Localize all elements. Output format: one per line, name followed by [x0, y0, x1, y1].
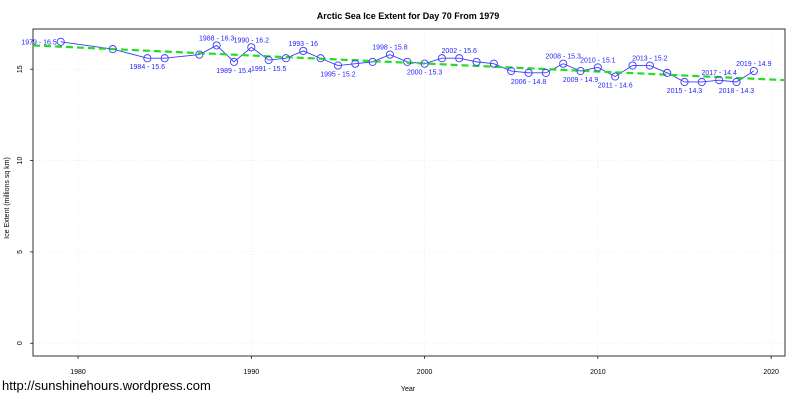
- data-label: 2008 - 15.3: [546, 54, 582, 61]
- x-axis-label: Year: [401, 386, 416, 393]
- data-label: 1979 - 16.5: [21, 39, 57, 46]
- data-point: [247, 43, 256, 52]
- data-point: [489, 59, 498, 68]
- x-tick-label: 2000: [417, 369, 433, 376]
- data-point: [368, 57, 377, 66]
- data-point: [212, 41, 221, 50]
- data-point: [732, 77, 741, 87]
- data-label: 2017 - 14.4: [701, 70, 737, 77]
- data-label: 2006 - 14.8: [511, 79, 547, 86]
- data-label: 2009 - 14.9: [563, 77, 599, 84]
- plot-frame: [32, 28, 786, 357]
- data-point: [576, 66, 585, 76]
- data-point: [299, 46, 308, 55]
- data-label: 2002 - 15.6: [442, 48, 478, 55]
- y-tick-label: 10: [17, 157, 24, 165]
- data-point: [229, 57, 239, 66]
- data-point: [628, 61, 637, 70]
- data-point: [680, 77, 689, 87]
- y-tick-label: 0: [17, 341, 24, 345]
- trend-line: [32, 44, 786, 82]
- data-label: 2015 - 14.3: [667, 88, 703, 95]
- data-point: [472, 57, 481, 66]
- x-tick-label: 2010: [590, 369, 606, 376]
- chart-title: Arctic Sea Ice Extent for Day 70 From 19…: [317, 11, 500, 21]
- data-point: [351, 59, 360, 68]
- data-label: 1989 - 15.4: [216, 68, 252, 75]
- y-tick-label: 5: [17, 250, 24, 254]
- data-point: [749, 66, 758, 76]
- series-group: [32, 37, 786, 87]
- data-point: [264, 56, 273, 65]
- y-axis-label: Ice Extent (millions sq km): [4, 157, 11, 239]
- data-label: 1991 - 15.5: [251, 66, 287, 73]
- y-axis: 0 5 10 15: [17, 65, 33, 345]
- data-point: [593, 63, 602, 72]
- point-labels: 1979 - 16.5 1984 - 15.6 1988 - 16.3 1989 - …: [21, 35, 771, 95]
- data-point: [507, 66, 516, 76]
- data-point: [663, 68, 672, 77]
- data-point: [56, 37, 65, 46]
- data-point: [333, 61, 343, 70]
- data-label: 1993 - 16: [289, 41, 319, 48]
- data-point: [108, 45, 117, 54]
- data-label: 1998 - 15.8: [372, 45, 408, 52]
- data-point: [715, 76, 724, 85]
- data-label: 2011 - 14.6: [598, 82, 633, 89]
- data-label: 1984 - 15.6: [130, 64, 166, 71]
- data-point: [143, 54, 152, 63]
- data-label: 2019 - 14.9: [736, 61, 772, 68]
- data-point: [611, 72, 620, 81]
- data-point: [697, 77, 706, 87]
- data-label: 1990 - 16.2: [234, 37, 270, 44]
- data-point: [195, 50, 204, 59]
- x-tick-label: 2020: [763, 369, 779, 376]
- series-line: [60, 41, 755, 83]
- data-point: [281, 54, 291, 63]
- x-axis: 1980 1990 2000 2010 2020: [70, 356, 779, 376]
- data-point: [160, 54, 169, 63]
- data-label: 2013 - 15.2: [632, 56, 668, 63]
- data-point: [437, 54, 446, 63]
- data-label: 1988 - 16.3: [199, 35, 235, 42]
- data-point: [385, 50, 394, 59]
- data-label: 2000 - 15.3: [407, 70, 443, 77]
- data-label: 2010 - 15.1: [580, 57, 616, 64]
- watermark-url: http://sunshinehours.wordpress.com: [2, 378, 211, 393]
- data-point: [541, 68, 550, 77]
- data-point: [559, 59, 568, 68]
- data-point: [403, 57, 412, 66]
- x-tick-label: 1980: [70, 369, 86, 376]
- data-point: [645, 61, 654, 70]
- data-point: [420, 59, 429, 68]
- data-point: [524, 68, 533, 77]
- data-label: 1995 - 15.2: [320, 72, 356, 79]
- grid-lines: [33, 29, 785, 356]
- y-tick-label: 15: [17, 65, 24, 73]
- data-point: [316, 54, 325, 63]
- x-tick-label: 1990: [244, 369, 260, 376]
- data-point: [455, 54, 464, 63]
- data-label: 2018 - 14.3: [719, 88, 755, 95]
